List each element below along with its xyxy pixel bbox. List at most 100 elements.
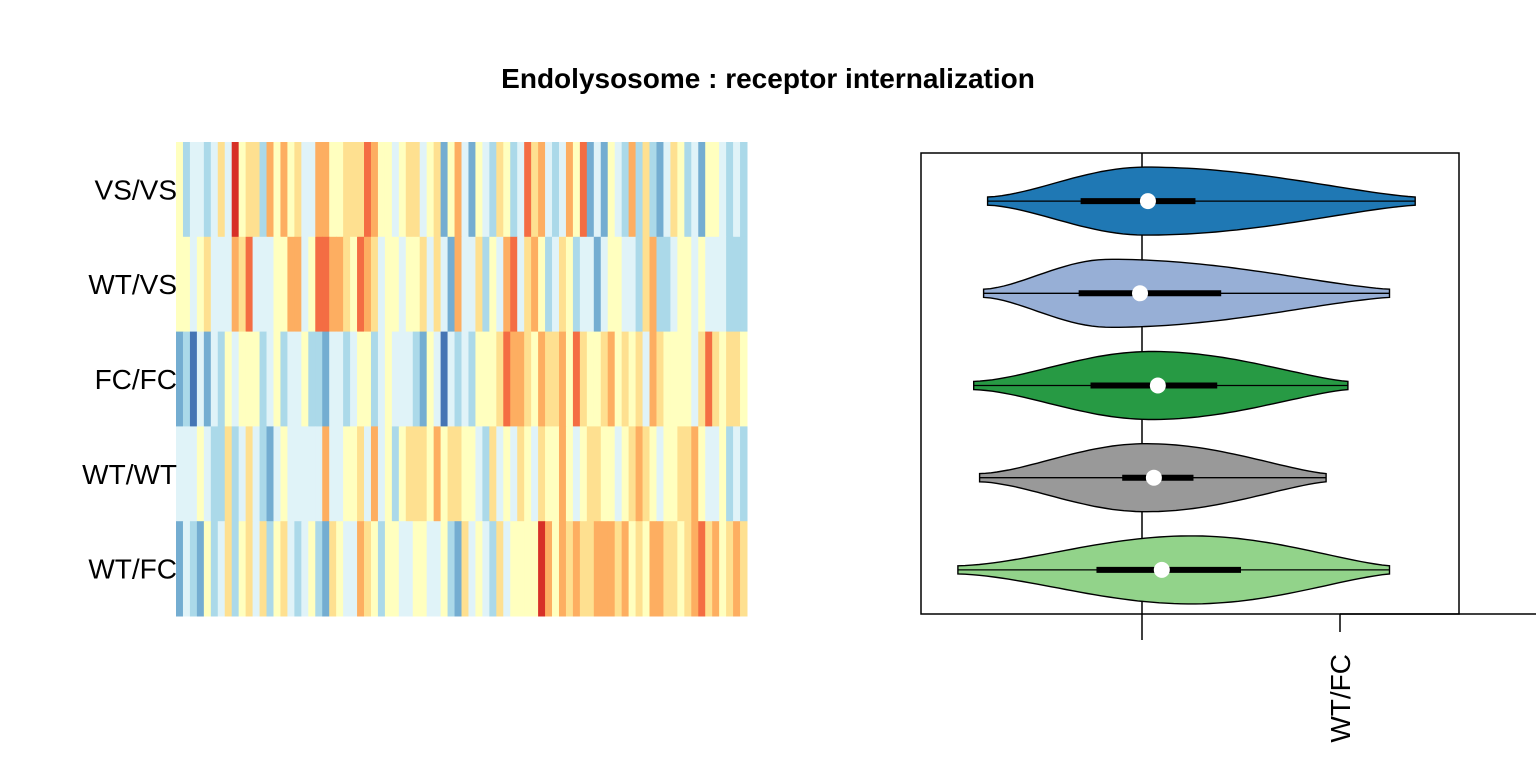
- heatmap-cell: [607, 236, 616, 333]
- heatmap-cell: [238, 142, 247, 238]
- heatmap-cell: [189, 426, 198, 522]
- heatmap-cell: [433, 331, 442, 427]
- heatmap-cell: [475, 426, 483, 522]
- heatmap-cell: [628, 142, 637, 238]
- heatmap-row-label: WT/WT: [82, 459, 177, 490]
- heatmap-cell: [238, 331, 247, 427]
- heatmap-cell: [329, 142, 337, 238]
- heatmap-cell: [517, 236, 525, 333]
- heatmap-cell: [607, 142, 616, 238]
- heatmap-cell: [733, 331, 741, 427]
- heatmap-cell: [315, 426, 323, 522]
- heatmap-cell: [579, 236, 588, 333]
- heatmap-cell: [698, 426, 706, 522]
- heatmap-cell: [670, 521, 678, 617]
- heatmap-cell: [203, 426, 212, 522]
- heatmap-cell: [350, 142, 358, 238]
- heatmap-cell: [294, 521, 302, 617]
- heatmap-cell: [454, 426, 462, 522]
- heatmap-cell: [649, 331, 657, 427]
- heatmap-cell: [538, 331, 546, 427]
- heatmap-cell: [287, 236, 295, 333]
- heatmap-cell: [733, 521, 741, 617]
- heatmap-row-label: WT/VS: [88, 269, 177, 300]
- heatmap-cell: [440, 426, 449, 522]
- heatmap-cell: [635, 426, 644, 522]
- heatmap-cell: [259, 142, 268, 238]
- heatmap-cell: [663, 426, 671, 522]
- heatmap-cell: [517, 142, 525, 238]
- heatmap-cell: [524, 331, 532, 427]
- heatmap-cell: [740, 331, 748, 427]
- heatmap-cell: [538, 236, 546, 333]
- heatmap-cell: [517, 426, 525, 522]
- heatmap-cell: [384, 521, 393, 617]
- heatmap-cell: [447, 331, 456, 427]
- heatmap-cell: [266, 331, 274, 427]
- heatmap-cell: [691, 521, 699, 617]
- heatmap-cell: [656, 236, 664, 333]
- heatmap-cell: [496, 236, 504, 333]
- heatmap-cell: [308, 331, 316, 427]
- heatmap-cell: [322, 142, 330, 238]
- heatmap-cell: [558, 331, 567, 427]
- heatmap-cell: [419, 426, 428, 522]
- heatmap-cell: [301, 426, 309, 522]
- heatmap-cell: [357, 331, 365, 427]
- heatmap-cell: [503, 142, 511, 238]
- heatmap-cell: [552, 142, 560, 238]
- heatmap-cell: [600, 521, 609, 617]
- heatmap-cell: [572, 426, 581, 522]
- heatmap-cell: [294, 331, 302, 427]
- heatmap-cell: [740, 236, 748, 333]
- heatmap-cell: [468, 426, 476, 522]
- heatmap-cell: [461, 426, 469, 522]
- heatmap-cell: [391, 426, 400, 522]
- heatmap-cell: [426, 521, 435, 617]
- heatmap-cell: [273, 142, 281, 238]
- heatmap-cell: [705, 426, 713, 522]
- heatmap-cell: [496, 142, 504, 238]
- heatmap-cell: [357, 236, 365, 333]
- heatmap-cell: [649, 426, 657, 522]
- heatmap-cell: [405, 521, 414, 617]
- heatmap-cell: [350, 236, 358, 333]
- heatmap-cell: [593, 521, 602, 617]
- heatmap-cell: [224, 142, 233, 238]
- heatmap-cell: [545, 236, 553, 333]
- heatmap-cell: [370, 426, 379, 522]
- heatmap-cell: [614, 236, 623, 333]
- heatmap-cell: [461, 521, 469, 617]
- heatmap-cell: [468, 236, 476, 333]
- heatmap-cell: [280, 142, 288, 238]
- heatmap-cell: [357, 426, 365, 522]
- heatmap-cell: [670, 426, 678, 522]
- heatmap-cell: [524, 142, 532, 238]
- heatmap-cell: [454, 236, 462, 333]
- heatmap-cell: [454, 521, 462, 617]
- heatmap-cell: [398, 331, 407, 427]
- heatmap-cell: [670, 331, 678, 427]
- heatmap-cell: [210, 331, 219, 427]
- heatmap-cell: [315, 142, 323, 238]
- heatmap-cell: [628, 331, 637, 427]
- heatmap-cell: [350, 426, 358, 522]
- heatmap-cell: [461, 142, 469, 238]
- heatmap-cell: [565, 142, 574, 238]
- heatmap-cell: [231, 331, 240, 427]
- heatmap-cell: [531, 521, 539, 617]
- heatmap-cell: [719, 331, 727, 427]
- heatmap-cell: [370, 142, 379, 238]
- heatmap-cell: [572, 142, 581, 238]
- heatmap-cell: [656, 521, 664, 617]
- heatmap-cell: [712, 236, 720, 333]
- heatmap-cell: [294, 426, 302, 522]
- heatmap-cell: [245, 521, 254, 617]
- heatmap-cell: [726, 142, 734, 238]
- heatmap-cell: [531, 142, 539, 238]
- heatmap-cell: [503, 331, 511, 427]
- heatmap-cell: [391, 331, 400, 427]
- heatmap-cell: [684, 426, 692, 522]
- heatmap-cell: [252, 331, 261, 427]
- heatmap-cell: [558, 426, 567, 522]
